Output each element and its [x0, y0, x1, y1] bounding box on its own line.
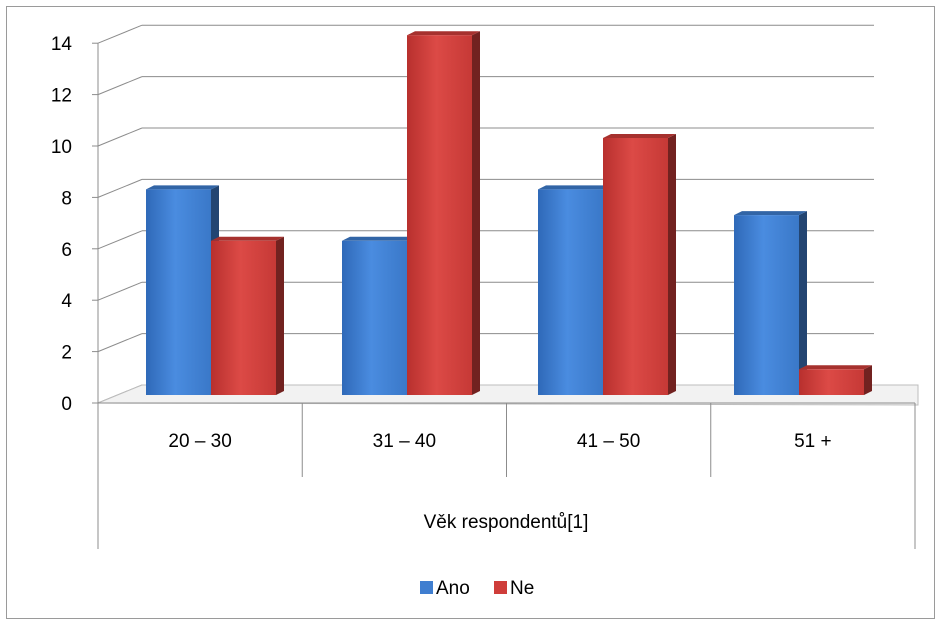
legend-label-ne: Ne	[510, 578, 534, 599]
y-tick-label: 4	[61, 291, 72, 312]
category-label: 51 +	[794, 431, 832, 452]
bar-ne-0	[211, 236, 284, 395]
bars	[146, 31, 872, 395]
y-tick-label: 14	[51, 34, 73, 55]
category-label: 20 – 30	[168, 431, 231, 452]
y-tick-label: 10	[51, 137, 72, 158]
category-label: 31 – 40	[373, 431, 436, 452]
bar-side	[864, 365, 872, 395]
bar-ne-3	[799, 365, 872, 395]
legend-swatch-ne	[494, 581, 507, 594]
y-tick-label: 8	[61, 188, 72, 209]
gridline-diag-6	[97, 230, 143, 250]
gridline-diag-4	[97, 281, 143, 301]
legend-swatch-ano	[420, 581, 433, 594]
bar-front	[342, 240, 407, 395]
bar-top	[146, 185, 219, 190]
bar-ano-2	[538, 185, 611, 395]
bar-ano-1	[342, 236, 415, 395]
floor	[97, 384, 919, 406]
bar-front	[407, 35, 472, 395]
y-tick-label: 12	[51, 86, 72, 107]
y-tick-label: 2	[61, 343, 72, 364]
gridline-diag-12	[97, 76, 143, 96]
y-tick-labels: 0 2 4 6 8 10 12 14	[51, 34, 73, 415]
y-tick-label: 6	[61, 240, 72, 261]
bar-ano-0	[146, 185, 219, 395]
bar-front	[146, 189, 211, 395]
gridline-diag-10	[97, 127, 143, 147]
category-axis: 20 – 30 31 – 40 41 – 50 51 +	[97, 402, 916, 549]
bar-front	[734, 215, 799, 395]
bar-top	[734, 211, 807, 216]
bar-top	[407, 31, 480, 36]
bar-side	[668, 134, 676, 395]
bar-front	[538, 189, 603, 395]
bar-side	[472, 31, 480, 395]
bar-side	[276, 236, 284, 395]
bar-top	[211, 236, 284, 241]
bar-top	[603, 134, 676, 138]
x-axis-title: Věk respondentů[1]	[424, 512, 589, 533]
bar-front	[211, 240, 276, 395]
category-label: 41 – 50	[577, 431, 640, 452]
bar-front	[799, 369, 864, 395]
bar-top	[342, 236, 415, 241]
bar-front	[603, 138, 668, 395]
gridline-diag-14	[97, 24, 143, 44]
bar-ne-1	[407, 31, 480, 395]
gridline-diag-8	[97, 178, 143, 198]
axes	[92, 42, 919, 406]
bar-ano-3	[734, 211, 807, 395]
y-tick-label: 0	[61, 394, 72, 415]
bar-top	[538, 185, 611, 190]
bar-top	[799, 365, 872, 370]
gridline-diag-2	[97, 333, 143, 353]
bar-side	[799, 211, 807, 395]
legend-label-ano: Ano	[436, 578, 470, 599]
bar-ne-2	[603, 134, 676, 395]
legend: Ano Ne	[420, 578, 534, 599]
